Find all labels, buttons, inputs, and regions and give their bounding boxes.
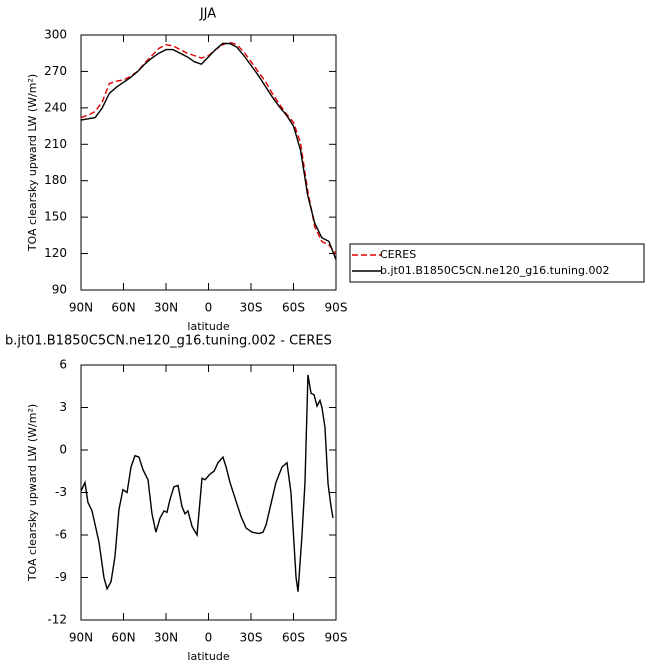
plot-frame bbox=[80, 34, 337, 291]
y-tick-label: 240 bbox=[44, 100, 67, 114]
y-tick-label: 0 bbox=[59, 443, 67, 457]
x-tick-label: 30S bbox=[240, 631, 263, 645]
x-tick-label: 30S bbox=[240, 301, 263, 315]
y-tick-label: 90 bbox=[52, 283, 67, 297]
chart-title: JJA bbox=[199, 7, 216, 22]
series-line bbox=[80, 42, 337, 260]
x-axis-label: latitude bbox=[187, 650, 229, 663]
y-tick-label: -3 bbox=[55, 485, 67, 499]
x-tick-label: 60S bbox=[282, 631, 305, 645]
y-axis-label: TOA clearsky upward LW (W/m²) bbox=[26, 404, 39, 582]
x-tick-label: 0 bbox=[205, 631, 213, 645]
y-tick-label: 6 bbox=[59, 358, 67, 372]
x-tick-label: 90S bbox=[325, 301, 348, 315]
y-tick-label: 300 bbox=[44, 28, 67, 42]
x-tick-label: 90N bbox=[69, 301, 93, 315]
series-line bbox=[80, 41, 337, 255]
legend-box bbox=[349, 243, 645, 283]
y-axis-label: TOA clearsky upward LW (W/m²) bbox=[26, 74, 39, 252]
plot-frame bbox=[80, 364, 337, 621]
y-tick-label: 180 bbox=[44, 173, 67, 187]
series-line bbox=[80, 374, 334, 592]
y-tick-label: 150 bbox=[44, 210, 67, 224]
y-tick-label: -12 bbox=[47, 613, 67, 627]
legend-label: CERES bbox=[380, 248, 416, 261]
y-tick-label: 210 bbox=[44, 137, 67, 151]
legend-label: b.jt01.B1850C5CN.ne120_g16.tuning.002 bbox=[380, 264, 609, 277]
x-tick-label: 0 bbox=[205, 301, 213, 315]
x-tick-label: 90S bbox=[325, 631, 348, 645]
y-tick-label: -9 bbox=[55, 570, 67, 584]
y-tick-label: 3 bbox=[59, 400, 67, 414]
x-tick-label: 30N bbox=[154, 301, 178, 315]
x-tick-label: 60N bbox=[111, 631, 135, 645]
chart-title: b.jt01.B1850C5CN.ne120_g16.tuning.002 - … bbox=[5, 334, 332, 349]
x-tick-label: 60S bbox=[282, 301, 305, 315]
y-tick-label: -6 bbox=[55, 528, 67, 542]
x-tick-label: 90N bbox=[69, 631, 93, 645]
x-tick-label: 30N bbox=[154, 631, 178, 645]
x-axis-label: latitude bbox=[187, 320, 229, 333]
y-tick-label: 270 bbox=[44, 64, 67, 78]
y-tick-label: 120 bbox=[44, 246, 67, 260]
x-tick-label: 60N bbox=[111, 301, 135, 315]
